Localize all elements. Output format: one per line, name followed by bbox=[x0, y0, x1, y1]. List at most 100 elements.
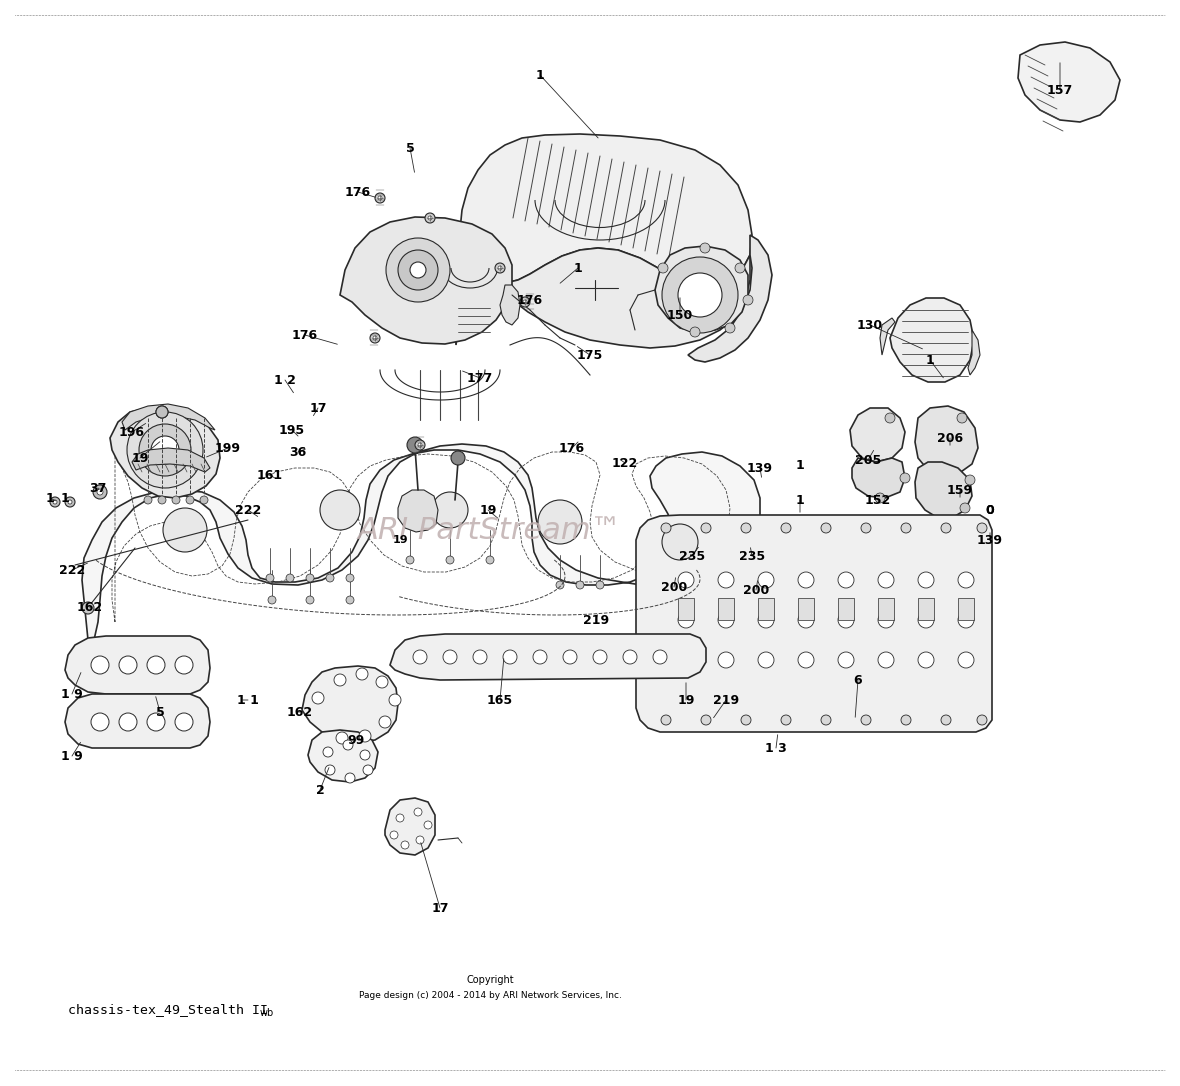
Text: 139: 139 bbox=[747, 462, 773, 475]
Polygon shape bbox=[688, 235, 772, 362]
Polygon shape bbox=[385, 798, 435, 855]
Circle shape bbox=[371, 333, 380, 343]
Circle shape bbox=[418, 443, 422, 447]
Circle shape bbox=[885, 413, 894, 424]
Circle shape bbox=[391, 831, 398, 839]
Circle shape bbox=[658, 263, 668, 273]
Circle shape bbox=[678, 273, 722, 317]
Circle shape bbox=[379, 716, 391, 728]
Circle shape bbox=[346, 574, 354, 582]
Circle shape bbox=[717, 652, 734, 668]
Circle shape bbox=[838, 572, 854, 588]
Circle shape bbox=[175, 656, 194, 674]
Circle shape bbox=[172, 496, 181, 504]
Circle shape bbox=[346, 596, 354, 604]
Circle shape bbox=[65, 497, 76, 507]
Circle shape bbox=[148, 656, 165, 674]
Circle shape bbox=[119, 656, 137, 674]
Text: 176: 176 bbox=[559, 442, 585, 455]
Text: 1: 1 bbox=[60, 492, 70, 505]
Polygon shape bbox=[302, 666, 398, 742]
Text: wb: wb bbox=[260, 1008, 274, 1018]
Polygon shape bbox=[132, 449, 210, 472]
Circle shape bbox=[373, 336, 376, 340]
Circle shape bbox=[902, 523, 911, 533]
Circle shape bbox=[781, 715, 791, 725]
Polygon shape bbox=[852, 458, 905, 498]
Text: 19: 19 bbox=[131, 452, 149, 465]
Circle shape bbox=[320, 490, 360, 530]
Circle shape bbox=[409, 262, 426, 278]
Text: Copyright: Copyright bbox=[466, 975, 513, 985]
Text: 199: 199 bbox=[215, 442, 241, 455]
Circle shape bbox=[556, 581, 564, 589]
Circle shape bbox=[417, 836, 424, 844]
Circle shape bbox=[940, 523, 951, 533]
Circle shape bbox=[563, 651, 577, 664]
Circle shape bbox=[386, 238, 450, 302]
Circle shape bbox=[678, 613, 694, 628]
Circle shape bbox=[498, 266, 502, 270]
Circle shape bbox=[378, 195, 382, 200]
Bar bbox=[918, 598, 935, 620]
Polygon shape bbox=[110, 408, 219, 498]
Circle shape bbox=[432, 492, 468, 528]
Text: 176: 176 bbox=[291, 328, 319, 341]
Circle shape bbox=[918, 652, 935, 668]
Bar bbox=[838, 598, 854, 620]
Circle shape bbox=[425, 213, 435, 223]
Circle shape bbox=[965, 475, 975, 485]
Circle shape bbox=[878, 652, 894, 668]
Circle shape bbox=[163, 508, 206, 552]
Text: 175: 175 bbox=[577, 349, 603, 362]
Text: 235: 235 bbox=[739, 550, 765, 563]
Text: 1 2: 1 2 bbox=[274, 374, 296, 387]
Polygon shape bbox=[890, 298, 974, 382]
Circle shape bbox=[781, 523, 791, 533]
Circle shape bbox=[717, 613, 734, 628]
Circle shape bbox=[900, 473, 910, 483]
Circle shape bbox=[838, 652, 854, 668]
Polygon shape bbox=[655, 247, 748, 332]
Circle shape bbox=[356, 668, 368, 680]
Text: 1 3: 1 3 bbox=[765, 742, 787, 755]
Circle shape bbox=[324, 765, 335, 775]
Circle shape bbox=[451, 451, 465, 465]
Polygon shape bbox=[81, 444, 760, 640]
Circle shape bbox=[758, 652, 774, 668]
Circle shape bbox=[533, 651, 548, 664]
Polygon shape bbox=[880, 318, 894, 355]
Circle shape bbox=[902, 715, 911, 725]
Polygon shape bbox=[65, 636, 210, 694]
Circle shape bbox=[594, 651, 607, 664]
Circle shape bbox=[401, 841, 409, 849]
Circle shape bbox=[678, 652, 694, 668]
Circle shape bbox=[701, 523, 712, 533]
Circle shape bbox=[661, 715, 671, 725]
Text: 130: 130 bbox=[857, 318, 883, 331]
Circle shape bbox=[407, 437, 422, 453]
Bar bbox=[758, 598, 774, 620]
Circle shape bbox=[91, 656, 109, 674]
Polygon shape bbox=[340, 217, 512, 344]
Circle shape bbox=[139, 424, 191, 476]
Text: 37: 37 bbox=[90, 481, 106, 494]
Text: 19: 19 bbox=[392, 535, 408, 545]
Text: 165: 165 bbox=[487, 694, 513, 707]
Text: 162: 162 bbox=[77, 601, 103, 614]
Circle shape bbox=[520, 296, 530, 307]
Circle shape bbox=[957, 413, 966, 424]
Text: 195: 195 bbox=[278, 424, 306, 437]
Text: 159: 159 bbox=[946, 483, 973, 496]
Bar bbox=[878, 598, 894, 620]
Circle shape bbox=[306, 574, 314, 582]
Text: 1: 1 bbox=[795, 493, 805, 506]
Text: 122: 122 bbox=[612, 456, 638, 469]
Text: 1: 1 bbox=[46, 492, 54, 505]
Circle shape bbox=[690, 327, 700, 337]
Circle shape bbox=[798, 572, 814, 588]
Circle shape bbox=[958, 652, 974, 668]
Circle shape bbox=[743, 295, 753, 305]
Circle shape bbox=[312, 692, 325, 704]
Text: 176: 176 bbox=[517, 293, 543, 306]
